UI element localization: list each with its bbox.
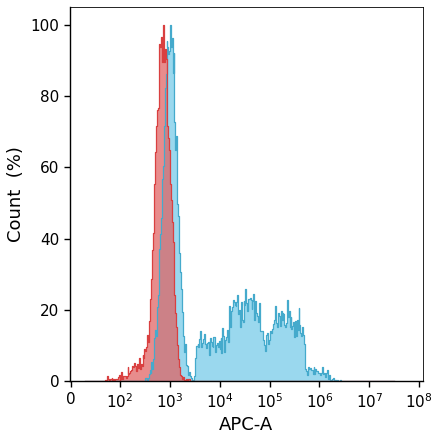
Y-axis label: Count  (%): Count (%) bbox=[7, 146, 25, 242]
X-axis label: APC-A: APC-A bbox=[219, 416, 274, 434]
